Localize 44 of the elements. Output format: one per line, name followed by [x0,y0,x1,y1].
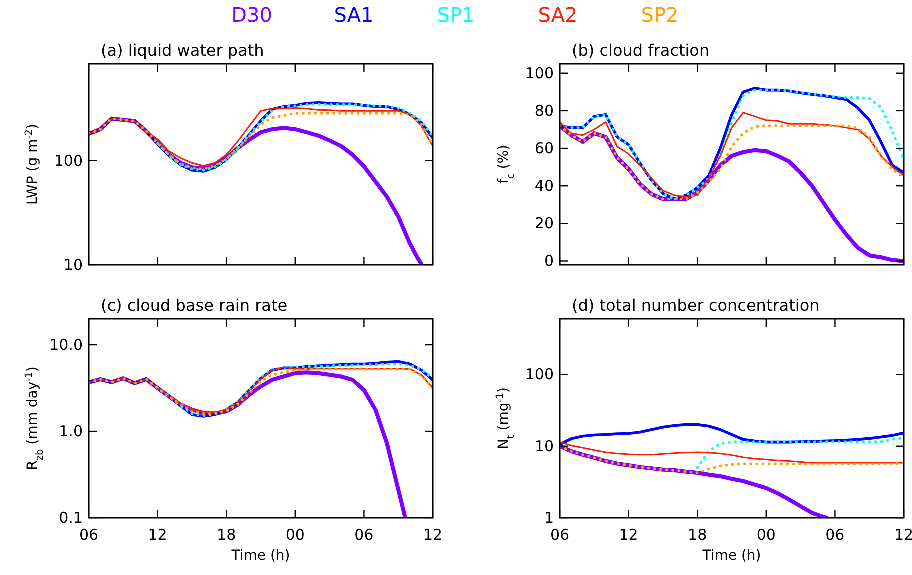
x-tick-label: 12 [148,526,168,544]
line-series [560,442,904,464]
text: SP2 [641,3,679,27]
chart-title: (d) total number concentration [572,296,820,315]
x-tick-label: 06 [826,526,845,544]
y-tick-label: 10 [534,437,554,456]
y-tick-label: 100 [525,64,554,82]
x-tick-label: 00 [286,526,305,544]
y-tick-label: 100 [54,152,83,170]
x-tick-label: 12 [619,526,638,544]
y-tick-label: 20 [534,214,554,233]
x-axis-title: Time (h) [230,548,290,564]
y-tick-label: 40 [534,177,554,196]
x-tick-label: 12 [423,526,443,544]
text: D30 [232,3,272,27]
y-tick-label: 60 [534,140,554,158]
x-tick-label: 12 [894,526,912,544]
text: SA2 [538,3,578,27]
x-tick-label: 06 [354,526,374,544]
chart-title: (a) liquid water path [101,41,264,60]
x-tick-label: 00 [756,526,776,544]
x-tick-label: 18 [688,526,708,544]
chart-title: (c) cloud base rain rate [101,296,288,315]
text: SA1 [334,3,374,27]
x-axis-title: Time (h) [702,548,762,564]
y-tick-label: 10.0 [50,336,83,354]
y-tick-label: 80 [534,102,554,120]
y-tick-label: 10 [64,256,83,274]
y-tick-label: 0.1 [59,509,83,527]
y-tick-label: 0 [544,252,554,270]
y-tick-label: 100 [525,366,554,384]
line-series [156,103,433,172]
line-series [560,112,904,198]
y-tick-label: 1.0 [59,422,83,441]
line-series [696,436,904,470]
y-tick-label: 1 [544,509,554,527]
x-tick-label: 06 [550,526,570,544]
line-series [560,444,904,474]
line-series [156,362,433,418]
x-tick-label: 18 [217,526,236,544]
text: SP1 [437,3,475,27]
x-tick-label: 06 [79,526,99,544]
chart-title: (b) cloud fraction [572,41,710,60]
line-series [560,124,904,201]
